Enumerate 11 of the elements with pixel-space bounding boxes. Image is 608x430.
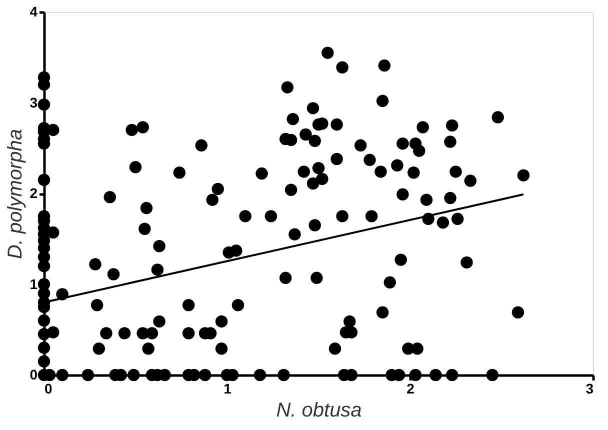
y-tick-label: 3 (30, 94, 38, 110)
x-tick-label: 0 (44, 380, 52, 396)
x-tick-label: 1 (224, 380, 232, 396)
y-tick-label: 4 (30, 4, 38, 20)
x-tick-label: 2 (406, 380, 415, 396)
x-axis-title: N. obtusa (276, 400, 362, 422)
x-tick-label: 3 (586, 380, 594, 396)
y-axis-title: D. polymorpha (4, 128, 27, 260)
y-tick-label: 2 (30, 185, 38, 201)
y-tick-label: 0 (30, 366, 38, 382)
y-tick-label: 1 (30, 276, 38, 292)
